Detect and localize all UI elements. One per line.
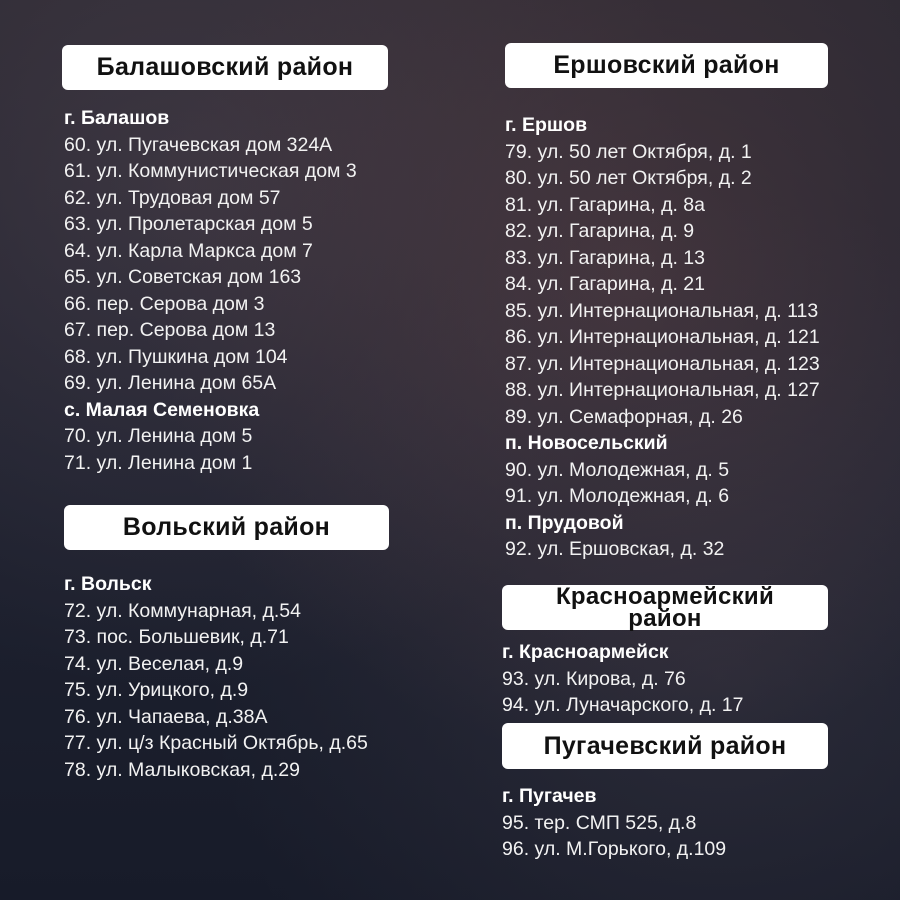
address-item: 87. ул. Интернациональная, д. 123 <box>505 352 820 375</box>
address-item: 65. ул. Советская дом 163 <box>64 266 302 288</box>
locality-heading: г. Пугачев <box>502 785 597 807</box>
address-item: 63. ул. Пролетарская дом 5 <box>64 213 313 235</box>
address-item: 72. ул. Коммунарная, д.54 <box>64 599 301 622</box>
address-item: 85. ул. Интернациональная, д. 113 <box>505 299 819 322</box>
address-item: 73. пос. Большевик, д.71 <box>64 626 289 648</box>
volsk-district-list: г. Вольск 72. ул. Коммунарная, д.54 73. по… <box>64 571 368 783</box>
address-item: 74. ул. Веселая, д.9 <box>64 652 244 675</box>
locality-heading: п. Новосельский <box>505 432 668 454</box>
address-item: 67. пер. Серова дом 13 <box>64 319 276 341</box>
locality-heading: г. Вольск <box>64 573 152 595</box>
pugachev-district-list: г. Пугачев 95. тер. СМП 525, д.8 96. ул. М… <box>502 783 726 863</box>
krasnoarmeisk-district-list: г. Красноармейск 93. ул. Кирова, д. 76 94.… <box>502 639 743 719</box>
address-item: 70. ул. Ленина дом 5 <box>64 425 253 447</box>
krasnoarmeisk-title-line2: район <box>628 604 702 632</box>
address-item: 80. ул. 50 лет Октября, д. 2 <box>505 167 752 189</box>
address-item: 88. ул. Интернациональная, д. 127 <box>505 379 820 401</box>
address-item: 81. ул. Гагарина, д. 8а <box>505 193 705 216</box>
address-item: 76. ул. Чапаева, д.38А <box>64 705 268 728</box>
address-item: 75. ул. Урицкого, д.9 <box>64 679 249 701</box>
address-item: 92. ул. Ершовская, д. 32 <box>505 538 725 560</box>
address-item: 83. ул. Гагарина, д. 13 <box>505 246 705 269</box>
address-item: 79. ул. 50 лет Октября, д. 1 <box>505 140 752 163</box>
locality-heading: г. Балашов <box>64 107 170 129</box>
address-item: 95. тер. СМП 525, д.8 <box>502 811 697 834</box>
address-item: 84. ул. Гагарина, д. 21 <box>505 273 705 295</box>
krasnoarmeisk-district-header: Красноармейский район <box>502 582 828 632</box>
address-item: 82. ул. Гагарина, д. 9 <box>505 220 695 242</box>
locality-heading: г. Красноармейск <box>502 641 669 663</box>
address-item: 68. ул. Пушкина дом 104 <box>64 345 288 368</box>
address-item: 77. ул. ц/з Красный Октябрь, д.65 <box>64 732 368 754</box>
pugachev-district-header: Пугачевский район <box>502 723 828 769</box>
address-item: 94. ул. Луначарского, д. 17 <box>502 694 744 716</box>
address-item: 71. ул. Ленина дом 1 <box>64 451 253 474</box>
ershov-district-list: г. Ершов 79. ул. 50 лет Октября, д. 1 80. … <box>505 112 820 563</box>
locality-heading: с. Малая Семеновка <box>64 398 260 421</box>
balashov-district-header: Балашовский район <box>62 45 388 90</box>
address-item: 78. ул. Малыковская, д.29 <box>64 758 300 781</box>
address-item: 64. ул. Карла Маркса дом 7 <box>64 239 313 262</box>
address-item: 62. ул. Трудовая дом 57 <box>64 186 281 209</box>
address-item: 66. пер. Серова дом 3 <box>64 292 265 315</box>
address-item: 91. ул. Молодежная, д. 6 <box>505 485 730 507</box>
address-item: 86. ул. Интернациональная, д. 121 <box>505 326 820 348</box>
volsk-district-header: Вольский район <box>64 505 389 550</box>
address-item: 61. ул. Коммунистическая дом 3 <box>64 160 357 182</box>
krasnoarmeisk-title-line1: Красноармейский <box>555 582 775 610</box>
address-item: 60. ул. Пугачевская дом 324А <box>64 133 333 156</box>
locality-heading: п. Прудовой <box>505 511 624 534</box>
ershov-district-header: Ершовский район <box>505 43 828 88</box>
address-item: 90. ул. Молодежная, д. 5 <box>505 458 730 481</box>
address-item: 93. ул. Кирова, д. 76 <box>502 667 686 690</box>
address-item: 96. ул. М.Горького, д.109 <box>502 838 727 860</box>
address-item: 69. ул. Ленина дом 65А <box>64 372 277 394</box>
balashov-district-list: г. Балашов 60. ул. Пугачевская дом 324А 61… <box>64 105 357 476</box>
address-item: 89. ул. Семафорная, д. 26 <box>505 405 743 428</box>
locality-heading: г. Ершов <box>505 114 588 136</box>
